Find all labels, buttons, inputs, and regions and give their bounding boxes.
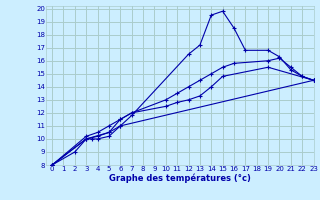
X-axis label: Graphe des températures (°c): Graphe des températures (°c) <box>109 174 251 183</box>
